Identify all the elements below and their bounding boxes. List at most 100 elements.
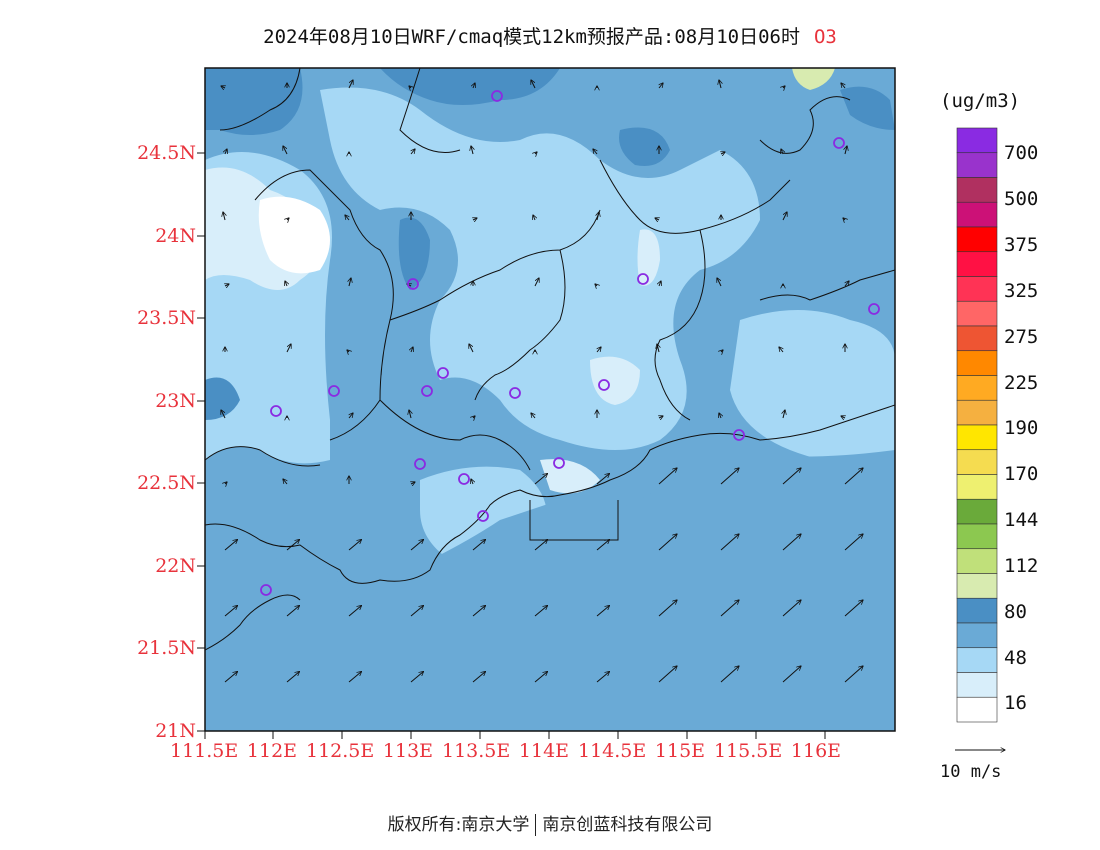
wind-arrow xyxy=(472,540,485,551)
wind-arrow xyxy=(841,416,845,418)
lat-label: 21N xyxy=(155,720,196,742)
wind-arrow xyxy=(534,606,547,617)
station-marker xyxy=(421,385,433,397)
wind-arrow xyxy=(410,606,423,617)
wind-arrow xyxy=(534,672,547,683)
wind-arrow xyxy=(225,284,229,286)
wind-arrow xyxy=(720,600,739,617)
wind-arrow xyxy=(286,672,299,683)
station-marker xyxy=(868,303,880,315)
wind-arrow xyxy=(349,413,353,419)
wind-arrow xyxy=(596,474,609,485)
map-frame xyxy=(204,67,896,732)
wind-arrow xyxy=(721,350,723,352)
wind-vectors xyxy=(221,80,863,683)
wind-arrow xyxy=(221,410,226,419)
wind-arrow xyxy=(349,278,351,287)
station-marker xyxy=(328,385,340,397)
wind-arrow xyxy=(225,482,227,484)
station-marker xyxy=(491,90,503,102)
lat-label: 24.5N xyxy=(137,142,196,164)
station-marker xyxy=(637,273,649,285)
wind-arrow xyxy=(844,600,863,617)
title-text: 2024年08月10日WRF/cmaq模式12km预报产品:08月10日06时 xyxy=(263,26,800,48)
wind-arrow xyxy=(717,278,722,287)
wind-arrow xyxy=(411,149,415,155)
wind-arrow xyxy=(845,281,849,287)
wind-arrow xyxy=(348,606,361,617)
wind-arrow xyxy=(224,606,237,617)
colorbar-swatch xyxy=(956,177,998,203)
station-marker xyxy=(598,379,610,391)
lon-label: 113.5E xyxy=(442,740,511,762)
copyright-footer: 版权所有:南京大学 南京创蓝科技有限公司 xyxy=(0,810,1100,836)
axis-ticks xyxy=(197,152,826,739)
station-marker xyxy=(833,137,845,149)
wind-arrow xyxy=(531,413,535,419)
wind-arrow xyxy=(596,540,609,551)
station-marker xyxy=(407,278,419,290)
wind-arrow xyxy=(597,347,601,353)
wind-arrow xyxy=(659,281,661,287)
wind-arrow xyxy=(658,666,677,683)
wind-arrow xyxy=(469,344,474,353)
colorbar-swatch xyxy=(956,201,998,228)
colorbar-label: 375 xyxy=(1004,234,1039,256)
wind-arrow xyxy=(534,540,547,551)
colorbar-swatch xyxy=(956,696,998,723)
wind-arrow xyxy=(596,672,609,683)
colorbar-swatch xyxy=(956,325,998,352)
colorbar-swatch xyxy=(956,152,998,178)
station-markers xyxy=(260,90,880,596)
wind-arrow xyxy=(287,218,289,220)
colorbar-swatch xyxy=(956,350,998,376)
colorbar-swatch xyxy=(956,573,998,599)
wind-arrow xyxy=(221,86,225,88)
wind-arrow xyxy=(471,479,473,485)
wind-arrow xyxy=(409,86,411,88)
wind-arrow xyxy=(535,152,537,154)
station-marker xyxy=(270,405,282,417)
wind-arrow xyxy=(844,534,863,551)
wind-arrow xyxy=(283,146,288,155)
wind-arrow xyxy=(411,347,413,353)
wind-arrow xyxy=(533,215,535,221)
colorbar-label: 112 xyxy=(1004,555,1039,577)
colorbar-label: 500 xyxy=(1004,188,1039,210)
colorbar-units: (ug/m3) xyxy=(940,90,1021,112)
colorbar-label: 170 xyxy=(1004,463,1039,485)
station-marker xyxy=(414,458,426,470)
station-marker xyxy=(733,429,745,441)
lat-label: 21.5N xyxy=(137,637,196,659)
wind-arrow xyxy=(224,672,237,683)
wind-arrow xyxy=(721,152,725,154)
lon-label: 112E xyxy=(246,740,298,762)
footer-left: 版权所有:南京大学 xyxy=(387,815,530,835)
colorbar xyxy=(956,127,998,723)
colorbar-swatch xyxy=(956,672,998,698)
lon-label: 116E xyxy=(790,740,842,762)
wind-arrow xyxy=(658,534,677,551)
lat-label: 22.5N xyxy=(137,472,196,494)
wind-arrow xyxy=(534,474,547,485)
colorbar-swatch xyxy=(956,647,998,673)
colorbar-label: 16 xyxy=(1004,692,1027,714)
wind-arrow xyxy=(473,218,477,220)
station-marker xyxy=(437,367,449,379)
wind-arrow xyxy=(473,416,475,418)
wind-arrow xyxy=(531,80,536,89)
wind-arrow xyxy=(283,479,287,485)
wind-arrow xyxy=(782,666,801,683)
station-marker xyxy=(260,584,272,596)
wind-arrow xyxy=(411,482,415,484)
colorbar-swatch xyxy=(956,127,998,154)
wind-arrow xyxy=(285,281,287,287)
wind-arrow xyxy=(286,344,291,353)
wind-arrow xyxy=(845,146,847,155)
wind-arrow xyxy=(843,218,845,220)
wind-arrow xyxy=(345,215,349,221)
station-marker xyxy=(553,457,565,469)
wind-arrow xyxy=(348,672,361,683)
wind-arrow xyxy=(844,468,863,485)
wind-arrow xyxy=(347,350,349,352)
